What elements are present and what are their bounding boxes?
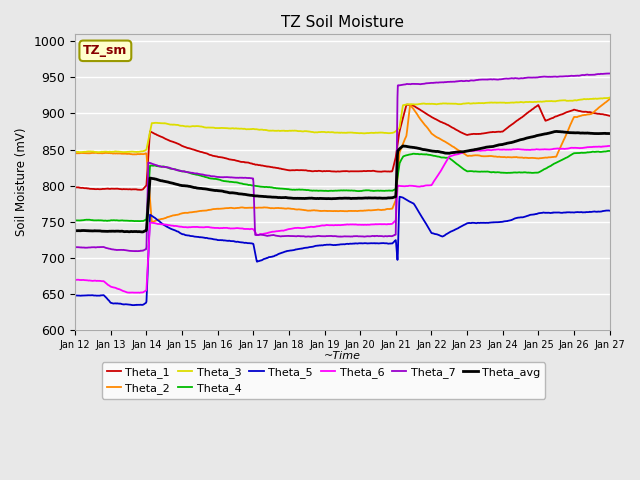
Theta_5 [396,194,403,200]
Theta_1 [71,184,79,190]
Theta_5 [606,208,614,214]
Theta_7 [71,244,79,250]
Theta_6 [310,224,317,230]
Legend: Theta_1, Theta_2, Theta_3, Theta_4, Theta_5, Theta_6, Theta_7, Theta_avg: Theta_1, Theta_2, Theta_3, Theta_4, Thet… [102,362,545,399]
Theta_6 [136,290,143,296]
Theta_4 [319,188,327,194]
Theta_3 [119,149,127,155]
Theta_4 [606,148,614,154]
Theta_5 [135,302,143,308]
Theta_7 [132,248,140,254]
Theta_1 [137,187,145,192]
Text: TZ_sm: TZ_sm [83,44,127,57]
Theta_avg [298,195,306,201]
Theta_6 [298,225,306,231]
Theta_7 [605,71,613,76]
Theta_2 [376,207,383,213]
Theta_2 [113,151,120,156]
Theta_1 [319,168,327,174]
Theta_4 [113,217,120,223]
Theta_1 [403,102,411,108]
Theta_avg [310,195,317,201]
Theta_avg [134,229,142,235]
Line: Theta_2: Theta_2 [75,99,610,222]
Theta_5 [71,293,79,299]
Theta_6 [113,286,120,291]
Theta_3 [135,149,143,155]
Theta_7 [113,247,120,253]
Line: Theta_5: Theta_5 [75,197,610,305]
Theta_2 [310,207,317,213]
Theta_5 [319,242,327,248]
Theta_5 [298,246,306,252]
Theta_6 [319,223,327,228]
Theta_avg [606,131,614,136]
X-axis label: ~Time: ~Time [324,351,361,361]
Theta_avg [553,129,561,134]
Theta_5 [129,302,137,308]
Theta_7 [310,233,317,239]
Theta_5 [376,240,383,246]
Theta_4 [298,187,306,192]
Theta_1 [113,186,120,192]
Theta_7 [376,233,383,239]
Theta_3 [319,129,327,135]
Theta_4 [605,148,612,154]
Theta_6 [376,221,383,227]
Theta_avg [71,228,79,233]
Theta_3 [113,149,120,155]
Theta_3 [71,149,79,155]
Line: Theta_6: Theta_6 [75,146,610,293]
Title: TZ Soil Moisture: TZ Soil Moisture [281,15,404,30]
Line: Theta_3: Theta_3 [75,97,610,152]
Theta_6 [71,277,79,283]
Theta_6 [134,289,142,295]
Theta_7 [319,233,327,239]
Line: Theta_7: Theta_7 [75,73,610,251]
Theta_1 [134,187,142,192]
Theta_1 [606,113,614,119]
Theta_2 [606,96,614,102]
Theta_3 [298,129,306,134]
Theta_avg [139,229,147,235]
Theta_3 [606,95,614,100]
Theta_2 [319,208,327,214]
Theta_avg [319,195,327,201]
Theta_1 [310,168,317,174]
Theta_7 [606,71,614,76]
Theta_2 [298,207,306,213]
Theta_2 [71,150,79,156]
Theta_4 [376,188,383,194]
Y-axis label: Soil Moisture (mV): Soil Moisture (mV) [15,128,28,236]
Line: Theta_4: Theta_4 [75,151,610,221]
Theta_2 [134,151,142,157]
Line: Theta_avg: Theta_avg [75,132,610,232]
Theta_2 [148,219,156,225]
Theta_7 [298,233,306,239]
Theta_1 [298,167,306,173]
Theta_7 [135,248,143,254]
Theta_4 [310,188,317,193]
Theta_3 [376,130,383,135]
Theta_5 [113,300,120,306]
Theta_3 [310,129,317,135]
Theta_6 [606,143,614,149]
Theta_1 [376,169,383,175]
Theta_avg [113,228,120,234]
Line: Theta_1: Theta_1 [75,105,610,190]
Theta_4 [71,217,79,223]
Theta_4 [135,218,143,224]
Theta_avg [376,195,383,201]
Theta_4 [130,218,138,224]
Theta_5 [310,244,317,250]
